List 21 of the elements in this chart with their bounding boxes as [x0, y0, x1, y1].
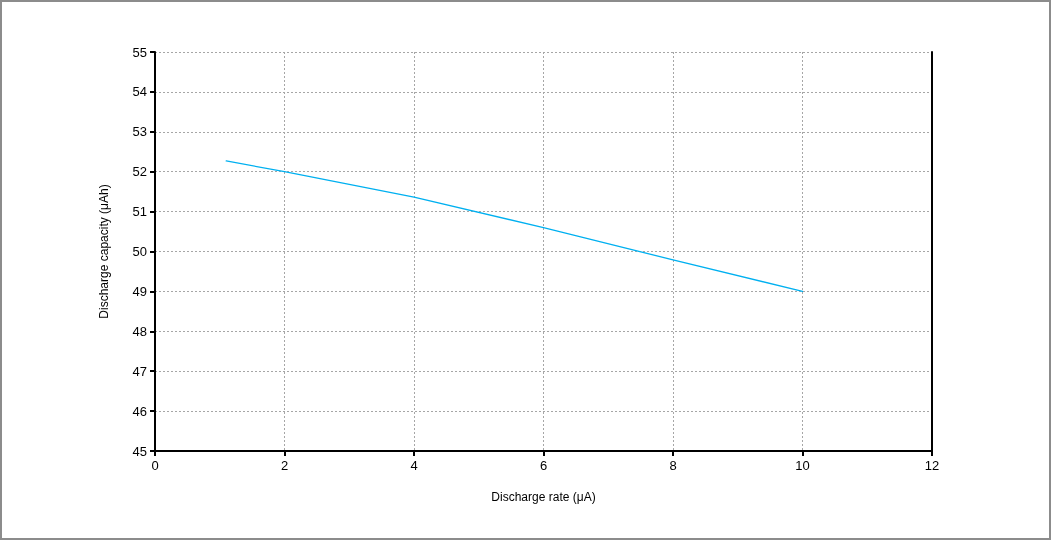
x-axis-title: Discharge rate (μA) — [491, 490, 596, 504]
y-tick-label: 53 — [132, 124, 147, 140]
y-tick-label: 54 — [132, 84, 147, 100]
x-tick-label: 10 — [795, 458, 810, 473]
x-tick-label: 0 — [151, 458, 159, 473]
y-tick-label: 52 — [132, 164, 147, 180]
x-tick-label: 4 — [410, 458, 418, 473]
y-tick-label: 55 — [132, 44, 147, 60]
x-tick-label: 12 — [924, 458, 940, 473]
y-tick-label: 48 — [132, 323, 147, 339]
x-tick-label: 2 — [280, 458, 289, 473]
y-axis-title: Discharge capacity (μAh) — [97, 184, 111, 319]
y-tick-label: 49 — [132, 283, 147, 299]
x-tick-label: 6 — [539, 458, 548, 473]
y-tick-label: 51 — [132, 204, 147, 220]
y-tick-label: 50 — [132, 244, 147, 259]
y-tick-label: 46 — [132, 403, 147, 419]
y-tick-label: 45 — [132, 443, 147, 459]
line-series — [225, 160, 804, 293]
x-tick-label: 8 — [669, 458, 677, 473]
y-tick-label: 47 — [132, 363, 147, 379]
